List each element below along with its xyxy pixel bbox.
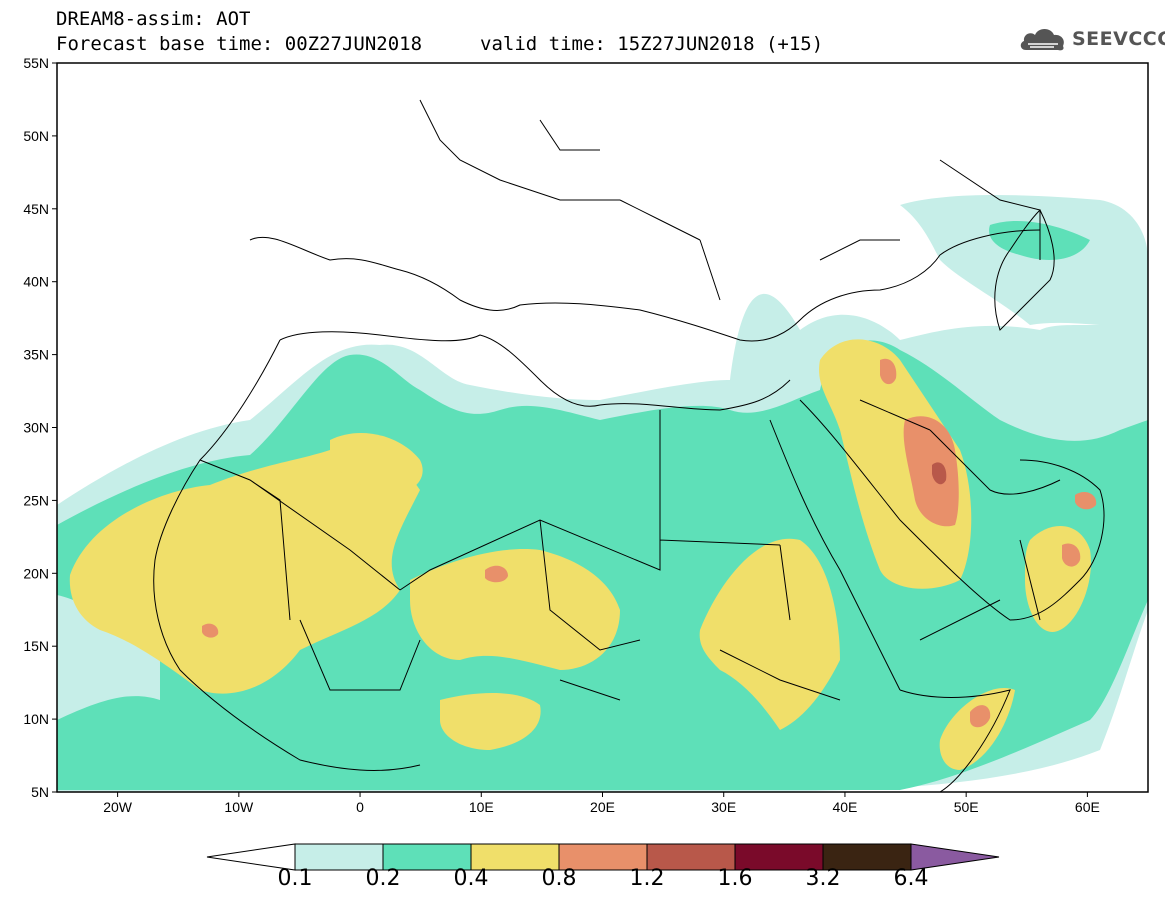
europe-coastline xyxy=(249,229,1041,342)
coastlines-borders xyxy=(153,99,1105,792)
lon-tick-label: 30E xyxy=(711,799,736,815)
colorbar-cell xyxy=(822,843,912,871)
lat-tick-label: 25N xyxy=(23,492,49,508)
lon-tick-label: 10E xyxy=(469,799,494,815)
lat-tick-label: 10N xyxy=(23,711,49,727)
persian-gulf xyxy=(929,429,1061,495)
aot-contour-0.8 xyxy=(1075,491,1097,510)
lat-tick-label: 45N xyxy=(23,201,49,217)
colorbar-over-arrow xyxy=(910,843,1000,871)
aot-contour-0.8 xyxy=(903,416,959,527)
border-line xyxy=(199,399,1041,701)
base-time: Forecast base time: 00Z27JUN2018 xyxy=(56,33,423,55)
map-title: DREAM8-assim: AOT xyxy=(56,8,251,30)
logo-label: SEEVCCC xyxy=(1072,28,1165,50)
colorbar-level-label: 0.8 xyxy=(541,866,577,891)
colorbar-level-label: 6.4 xyxy=(893,866,929,891)
colorbar-cell xyxy=(294,843,384,871)
west-africa-coastline xyxy=(153,339,421,771)
colorbar-cell xyxy=(734,843,824,871)
red-sea-coast xyxy=(769,419,901,691)
aot-contour-0.4 xyxy=(330,432,423,495)
colorbar xyxy=(206,843,1000,871)
aot-field xyxy=(57,195,1148,792)
lat-tick-label: 15N xyxy=(23,638,49,654)
lon-tick-label: 20W xyxy=(103,799,133,815)
valid-time: valid time: 15Z27JUN2018 (+15) xyxy=(480,33,824,55)
colorbar-level-label: 3.2 xyxy=(805,866,841,891)
lat-tick-label: 40N xyxy=(23,274,49,290)
lon-tick-label: 10W xyxy=(224,799,254,815)
seevccc-logo: SEEVCCC xyxy=(1018,24,1165,54)
colorbar-level-label: 1.2 xyxy=(629,866,665,891)
caspian-sea xyxy=(994,209,1055,331)
north-africa-coastline xyxy=(279,331,791,411)
colorbar-cell xyxy=(382,843,472,871)
aot-contour-1.2 xyxy=(932,462,947,485)
aot-contour-0.4 xyxy=(699,538,840,730)
aot-contour-0.4 xyxy=(819,339,972,589)
colorbar-level-label: 1.6 xyxy=(717,866,753,891)
aot-contour-0.4 xyxy=(440,693,541,750)
colorbar-level-label: 0.2 xyxy=(365,866,401,891)
aot-contour-0.1 xyxy=(900,195,1148,330)
lat-tick-label: 30N xyxy=(23,420,49,436)
lon-tick-label: 0 xyxy=(356,799,364,815)
lat-tick-label: 35N xyxy=(23,347,49,363)
lon-tick-label: 60E xyxy=(1075,799,1100,815)
aot-contour-0.4 xyxy=(939,688,1015,770)
colorbar-level-label: 0.1 xyxy=(277,866,313,891)
aot-contour-0.8 xyxy=(1062,543,1081,567)
colorbar-level-label: 0.4 xyxy=(453,866,489,891)
cloud-icon xyxy=(1020,29,1064,51)
border-line xyxy=(419,99,1041,301)
lon-tick-label: 20E xyxy=(590,799,615,815)
aot-contour-0.8 xyxy=(880,358,897,385)
lat-tick-label: 5N xyxy=(31,784,49,800)
lon-tick-label: 40E xyxy=(832,799,857,815)
colorbar-cell xyxy=(470,843,560,871)
lat-tick-label: 20N xyxy=(23,565,49,581)
aot-contour-0.8 xyxy=(202,623,219,638)
axis-ticks: 55N 50N 45N 40N 35N 30N 25N 20N 15N 10N 5N 20W 10W 0 1… xyxy=(23,55,1100,815)
lat-tick-label: 55N xyxy=(23,55,49,71)
aot-contour-0.8 xyxy=(485,565,508,583)
horn-of-africa xyxy=(899,689,1011,792)
aot-contour-0.4 xyxy=(69,447,420,694)
aot-contour-0.8 xyxy=(970,705,991,728)
lat-tick-label: 50N xyxy=(23,128,49,144)
arabia-coast xyxy=(799,399,1105,621)
aot-contour-0.4 xyxy=(410,549,620,670)
lon-tick-label: 50E xyxy=(954,799,979,815)
